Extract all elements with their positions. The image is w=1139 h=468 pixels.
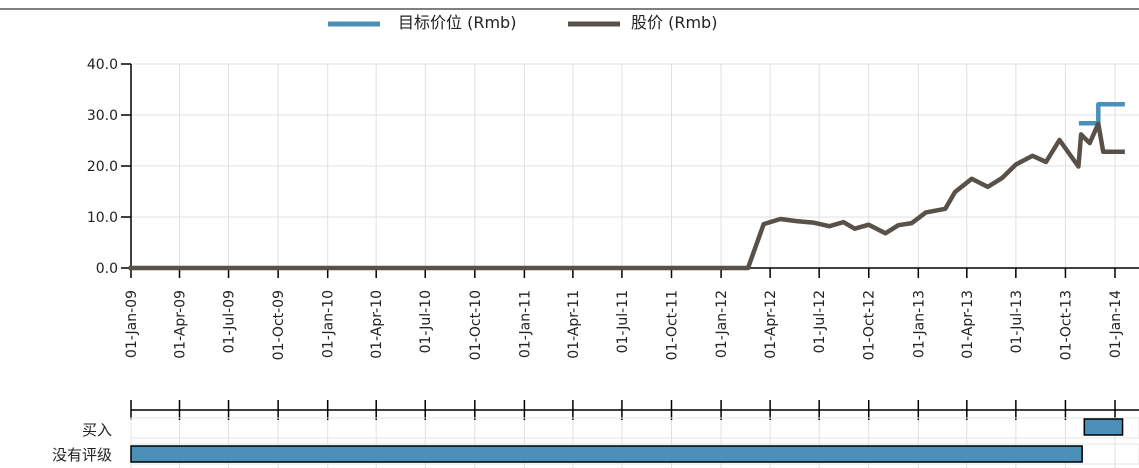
x-tick-label: 01-Jan-09 <box>124 290 140 358</box>
series-line <box>1078 102 1125 126</box>
y-tick-label: 30.0 <box>87 108 118 124</box>
x-tick-label: 01-Oct-12 <box>862 290 878 360</box>
rating-band-bar <box>1083 418 1124 436</box>
x-tick-label: 01-Jul-11 <box>615 290 631 353</box>
y-tick-label: 40.0 <box>87 57 118 73</box>
legend: 目标价位 (Rmb) 股价 (Rmb) <box>328 13 717 32</box>
rating-band-bar <box>130 445 1083 463</box>
y-tick-label: 20.0 <box>87 159 118 175</box>
x-tick-label: 01-Apr-13 <box>960 290 976 359</box>
x-tick-label: 01-Jul-12 <box>812 290 828 353</box>
x-tick-label: 01-Jul-09 <box>222 290 238 353</box>
legend-label-target-price: 目标价位 (Rmb) <box>398 13 516 32</box>
x-tick-label: 01-Apr-12 <box>763 290 779 359</box>
x-tick-label: 01-Jan-13 <box>911 290 927 358</box>
rating-row-buy <box>130 417 1139 439</box>
rating-label-buy: 买入 <box>82 421 112 439</box>
series-lines <box>128 102 1125 271</box>
x-tick-label: 01-Oct-10 <box>468 290 484 360</box>
y-tick-label: 0.0 <box>96 261 118 277</box>
x-tick-label: 01-Apr-09 <box>173 290 189 359</box>
x-tick-label: 01-Oct-11 <box>665 290 681 360</box>
y-tick-label: 10.0 <box>87 210 118 226</box>
rating-panel: 买入 没有评级 <box>52 417 1139 465</box>
x-tick-label: 01-Jan-11 <box>517 290 533 358</box>
rating-label-not-rated: 没有评级 <box>52 446 112 464</box>
x-tick-label: 01-Jan-14 <box>1108 290 1124 358</box>
x-tick-label: 01-Oct-13 <box>1058 290 1074 360</box>
x-axis: 01-Jan-09 01-Apr-09 01-Jul-09 01-Oct-09 01-J… <box>124 267 1139 420</box>
series-line <box>128 121 1125 271</box>
x-tick-label: 01-Jan-10 <box>321 290 337 358</box>
x-tick-label: 01-Jul-10 <box>418 290 434 353</box>
x-tick-label: 01-Jul-13 <box>1009 290 1025 353</box>
x-tick-label: 01-Oct-09 <box>271 290 287 360</box>
y-axis: 0.0 10.0 20.0 30.0 40.0 <box>87 57 132 277</box>
x-tick-label: 01-Apr-11 <box>566 290 582 359</box>
x-tick-label: 01-Jan-12 <box>714 290 730 358</box>
x-tick-label: 01-Apr-10 <box>369 290 385 359</box>
legend-label-stock-price: 股价 (Rmb) <box>631 13 717 32</box>
